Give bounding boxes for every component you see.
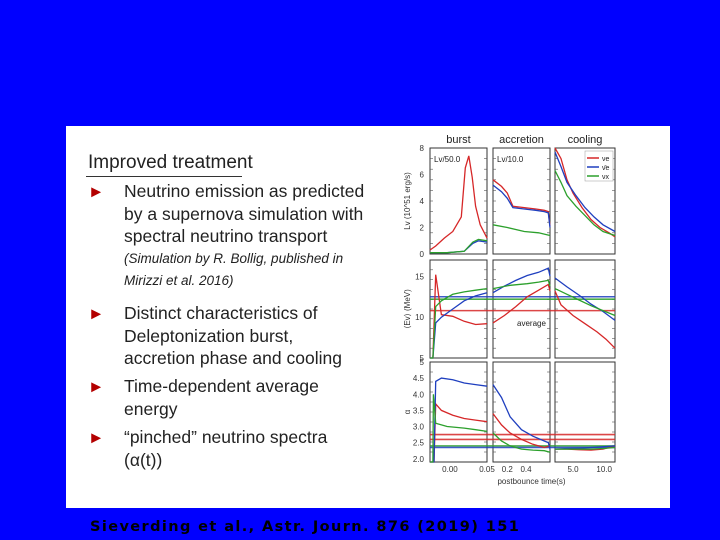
y-tick-label: 6 xyxy=(420,171,425,180)
bullet-arrow-icon: ► xyxy=(88,429,105,447)
series-line-luminosity-nux-burst xyxy=(430,238,488,254)
x-tick-label: 10.0 xyxy=(596,465,612,474)
y-tick-label: 2.0 xyxy=(413,455,425,464)
series-line-luminosity-nue-burst xyxy=(429,155,488,251)
bullet-arrow-icon: ► xyxy=(88,305,105,323)
series-line-alpha-anue-accretion xyxy=(492,384,551,450)
phase-title-cooling: cooling xyxy=(568,134,603,146)
y-axis-label-average_energy: ⟨Ev⟩ (MeV) xyxy=(403,289,412,329)
bullet-2-line-3: accretion phase and cooling xyxy=(124,348,342,368)
bullet-2: Distinct characteristics of Deleptonizat… xyxy=(124,302,342,370)
phase-title-accretion: accretion xyxy=(499,134,544,146)
y-tick-label: 3.0 xyxy=(413,423,425,432)
bullet-1-line-1: Neutrino emission as predicted xyxy=(124,181,365,201)
series-line-luminosity-nue-accretion xyxy=(492,179,551,227)
bullet-4-line-2: (α(t)) xyxy=(124,449,163,470)
x-tick-label: 0.00 xyxy=(442,465,458,474)
series-line-luminosity-anue-cooling xyxy=(554,151,616,233)
bullet-1-line-3: spectral neutrino transport xyxy=(124,226,328,246)
series-line-average_energy-nue-accretion xyxy=(492,283,551,324)
y-tick-label: 15 xyxy=(415,272,424,281)
series-line-average_energy-anue-burst xyxy=(430,292,488,359)
x-tick-label: 5.0 xyxy=(567,465,579,474)
annotation-burst-scale: Lv/50.0 xyxy=(434,155,461,164)
legend-label-nue: νe xyxy=(602,156,610,163)
y-tick-label: 8 xyxy=(420,144,425,153)
bullet-3-line-2: energy xyxy=(124,398,178,419)
series-line-luminosity-nue-cooling xyxy=(554,147,616,238)
series-line-alpha-nue-accretion xyxy=(492,413,551,449)
annotation-accretion-scale: Lv/10.0 xyxy=(497,155,524,164)
x-tick-label: 0.2 xyxy=(502,465,514,474)
series-line-average_energy-nue-cooling xyxy=(554,290,616,349)
bullet-3-line-1: Time-dependent average xyxy=(124,376,319,396)
panel-frame-average_energy-cooling xyxy=(554,259,616,359)
series-line-luminosity-anue-accretion xyxy=(492,184,551,228)
series-line-alpha-nux-accretion xyxy=(492,432,551,453)
bullet-1-note-1: (Simulation by R. Bollig, published in xyxy=(124,250,344,266)
bullet-1-line-2: by a supernova simulation with xyxy=(124,203,364,224)
legend-label-nux: νx xyxy=(602,174,610,181)
x-tick-label: 0.05 xyxy=(479,465,495,474)
slide-panel: Improved treatment ► Neutrino emission a… xyxy=(66,126,670,508)
annotation-average: average xyxy=(517,319,546,328)
y-tick-label: 5 xyxy=(420,358,425,367)
x-tick-label: 0.4 xyxy=(520,465,532,474)
legend-label-anue: ν̄e xyxy=(602,165,610,172)
bullet-1: Neutrino emission as predicted by a supe… xyxy=(124,180,364,293)
bullet-arrow-icon: ► xyxy=(88,378,105,396)
series-line-luminosity-nux-accretion xyxy=(492,224,551,237)
series-line-average_energy-nux-accretion xyxy=(492,279,551,290)
y-axis-label-alpha: α xyxy=(403,409,412,414)
bullet-arrow-icon: ► xyxy=(88,183,105,201)
y-tick-label: 2 xyxy=(420,224,425,233)
y-tick-label: 5 xyxy=(420,354,425,363)
series-line-average_energy-nux-cooling xyxy=(554,288,616,317)
series-line-alpha-nux-burst xyxy=(430,394,488,463)
series-line-alpha-nue-burst xyxy=(430,402,488,463)
bullet-2-line-1: Distinct characteristics of xyxy=(124,303,318,323)
phase-title-burst: burst xyxy=(446,134,470,146)
y-tick-label: 0 xyxy=(420,250,425,259)
y-tick-label: 4.0 xyxy=(413,390,425,399)
y-axis-label-luminosity: Lv (10^51 erg/s) xyxy=(403,172,412,230)
slide-heading: Improved treatment xyxy=(88,152,253,173)
bullet-4: “pinched” neutrino spectra (α(t)) xyxy=(124,426,327,471)
bullet-3: Time-dependent average energy xyxy=(124,375,319,420)
series-line-alpha-nux-cooling xyxy=(555,446,616,450)
heading-underline xyxy=(86,176,242,177)
y-tick-label: 3.5 xyxy=(413,406,425,415)
bullet-1-note-2: Mirizzi et al. 2016) xyxy=(124,273,234,288)
citation: Sieverding et al., Astr. Journ. 876 (201… xyxy=(90,519,521,535)
bullet-4-line-1: “pinched” neutrino spectra xyxy=(124,427,328,447)
y-tick-label: 4 xyxy=(420,197,425,206)
series-line-average_energy-nux-burst xyxy=(430,287,488,359)
series-line-luminosity-nux-cooling xyxy=(554,170,616,237)
bullet-2-line-2: Deleptonization burst, xyxy=(124,325,294,346)
y-tick-label: 2.5 xyxy=(413,439,425,448)
y-tick-label: 4.5 xyxy=(413,374,425,383)
neutrino-figure: burst accretion cooling 0 2 4 6 8 Lv (10^51 erg/… xyxy=(403,134,616,486)
x-axis-label: postbounce time(s) xyxy=(497,477,565,486)
panel-frame-average_energy-burst xyxy=(429,259,488,359)
series-line-average_energy-anue-cooling xyxy=(554,277,616,321)
series-line-average_energy-nue-burst xyxy=(430,274,488,359)
y-tick-label: 10 xyxy=(415,313,424,322)
series-line-alpha-anue-burst xyxy=(430,377,488,463)
panel-frame-average_energy-accretion xyxy=(492,259,551,359)
